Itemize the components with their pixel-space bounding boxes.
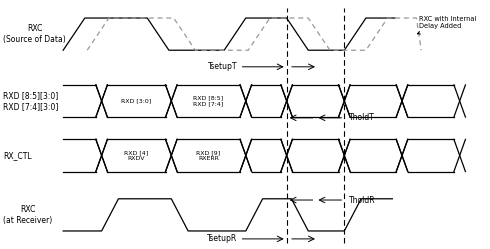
Text: RXD [4]
RXDV: RXD [4] RXDV xyxy=(124,150,148,161)
Text: RXD [8:5]
RXD [7:4]: RXD [8:5] RXD [7:4] xyxy=(194,96,224,106)
Text: RXC
(at Receiver): RXC (at Receiver) xyxy=(3,205,52,225)
Text: RXC
(Source of Data): RXC (Source of Data) xyxy=(3,24,66,44)
Text: TholdT: TholdT xyxy=(349,113,375,122)
Text: TsetupR: TsetupR xyxy=(207,234,237,243)
Text: RXC with Internal
Delay Added: RXC with Internal Delay Added xyxy=(417,16,476,34)
Text: TsetupT: TsetupT xyxy=(208,62,237,71)
Text: RXD [9]
RXERR: RXD [9] RXERR xyxy=(196,150,220,161)
Text: TholdR: TholdR xyxy=(349,195,376,204)
Text: RX_CTL: RX_CTL xyxy=(3,151,32,160)
Text: RXD [3:0]: RXD [3:0] xyxy=(122,98,151,104)
Text: RXD [8:5][3:0]
RXD [7:4][3:0]: RXD [8:5][3:0] RXD [7:4][3:0] xyxy=(3,91,58,111)
